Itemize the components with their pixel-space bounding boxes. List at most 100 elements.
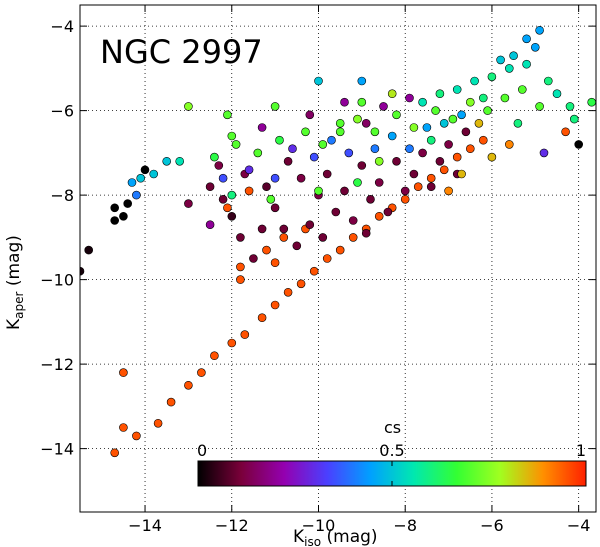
data-point bbox=[283, 157, 293, 166]
data-point bbox=[335, 245, 345, 255]
data-point bbox=[539, 148, 549, 158]
data-point bbox=[132, 190, 141, 200]
data-point bbox=[270, 102, 280, 111]
y-tick-label: −6 bbox=[50, 102, 74, 121]
data-point bbox=[535, 25, 544, 35]
data-point bbox=[487, 72, 497, 82]
data-point bbox=[210, 152, 219, 162]
data-point bbox=[236, 275, 245, 284]
data-point bbox=[236, 233, 245, 242]
data-point bbox=[262, 245, 271, 255]
data-point bbox=[374, 178, 384, 187]
data-point bbox=[136, 173, 145, 183]
data-point bbox=[387, 89, 397, 98]
data-point bbox=[257, 224, 267, 234]
data-point bbox=[465, 97, 475, 107]
data-point bbox=[348, 216, 358, 225]
data-point bbox=[184, 199, 193, 208]
x-tick-label: −10 bbox=[302, 516, 336, 535]
data-point bbox=[288, 144, 297, 153]
scatter-points bbox=[80, 25, 596, 458]
data-point bbox=[249, 254, 258, 263]
data-point bbox=[465, 144, 475, 153]
data-point bbox=[340, 186, 349, 196]
data-point bbox=[418, 97, 427, 107]
data-point bbox=[314, 186, 323, 196]
data-point bbox=[565, 102, 575, 111]
data-point bbox=[439, 165, 449, 175]
colorbar-tick-label: 1 bbox=[576, 441, 586, 460]
colorbar: cs 0 0.5 1 bbox=[197, 418, 587, 487]
y-axis-label-main: K bbox=[4, 318, 24, 330]
data-point bbox=[353, 178, 362, 187]
data-point bbox=[478, 93, 488, 103]
x-tick-label: −4 bbox=[567, 516, 591, 535]
data-point bbox=[435, 89, 445, 98]
data-point bbox=[270, 173, 280, 183]
data-point bbox=[522, 34, 531, 44]
data-point bbox=[322, 169, 332, 179]
data-point bbox=[517, 85, 527, 94]
data-point bbox=[110, 216, 119, 225]
chart-annotation: NGC 2997 bbox=[100, 33, 263, 71]
data-point bbox=[470, 76, 479, 86]
data-point bbox=[227, 338, 237, 348]
data-point bbox=[132, 431, 141, 441]
data-point bbox=[457, 110, 466, 120]
x-tick-label: −6 bbox=[480, 516, 504, 535]
data-point bbox=[296, 279, 306, 289]
data-point bbox=[253, 148, 263, 158]
data-point bbox=[357, 97, 367, 107]
colorbar-tick-label: 0 bbox=[197, 441, 207, 460]
data-point bbox=[240, 330, 250, 339]
data-point bbox=[387, 131, 397, 141]
colorbar-ticks: 0 0.5 1 bbox=[197, 441, 587, 486]
data-point bbox=[379, 102, 388, 111]
colorbar-tick-label: 0.5 bbox=[379, 441, 404, 460]
data-point bbox=[400, 186, 410, 196]
data-point bbox=[487, 152, 497, 162]
data-point bbox=[535, 102, 544, 111]
plot-frame bbox=[79, 4, 597, 513]
data-point bbox=[361, 119, 371, 128]
axis-ticks: −14 −12 −10 −8 −6 −4 −14 −12 −10 −8 −6 −4 bbox=[40, 5, 596, 535]
data-point bbox=[392, 157, 401, 166]
data-point bbox=[331, 207, 341, 217]
data-point bbox=[236, 262, 245, 272]
data-point bbox=[257, 123, 267, 132]
data-point bbox=[353, 114, 362, 124]
grid bbox=[80, 5, 596, 512]
plot-area bbox=[80, 5, 596, 512]
data-point bbox=[457, 169, 466, 179]
data-point bbox=[422, 123, 432, 132]
data-point bbox=[318, 140, 328, 149]
data-point bbox=[218, 173, 228, 183]
data-point bbox=[461, 127, 471, 137]
data-point bbox=[119, 368, 128, 377]
x-tick-label: −14 bbox=[128, 516, 162, 535]
data-point bbox=[448, 114, 458, 124]
data-point bbox=[205, 182, 215, 191]
data-point bbox=[244, 165, 254, 175]
data-point bbox=[509, 51, 518, 61]
data-point bbox=[496, 55, 505, 65]
data-point bbox=[474, 119, 484, 128]
data-point bbox=[327, 135, 336, 145]
data-point bbox=[223, 110, 232, 120]
data-point bbox=[426, 135, 436, 145]
data-point bbox=[513, 119, 523, 128]
data-point bbox=[426, 182, 436, 191]
y-axis-label-unit: (mag) bbox=[4, 235, 24, 291]
data-point bbox=[296, 173, 306, 183]
data-point bbox=[80, 266, 85, 276]
data-point bbox=[361, 228, 371, 238]
data-point bbox=[110, 203, 119, 213]
data-point bbox=[452, 152, 462, 162]
data-point bbox=[318, 233, 328, 242]
data-point bbox=[279, 224, 289, 234]
data-point bbox=[400, 195, 410, 204]
data-point bbox=[552, 89, 562, 98]
data-point bbox=[374, 212, 384, 221]
data-point bbox=[383, 207, 393, 217]
